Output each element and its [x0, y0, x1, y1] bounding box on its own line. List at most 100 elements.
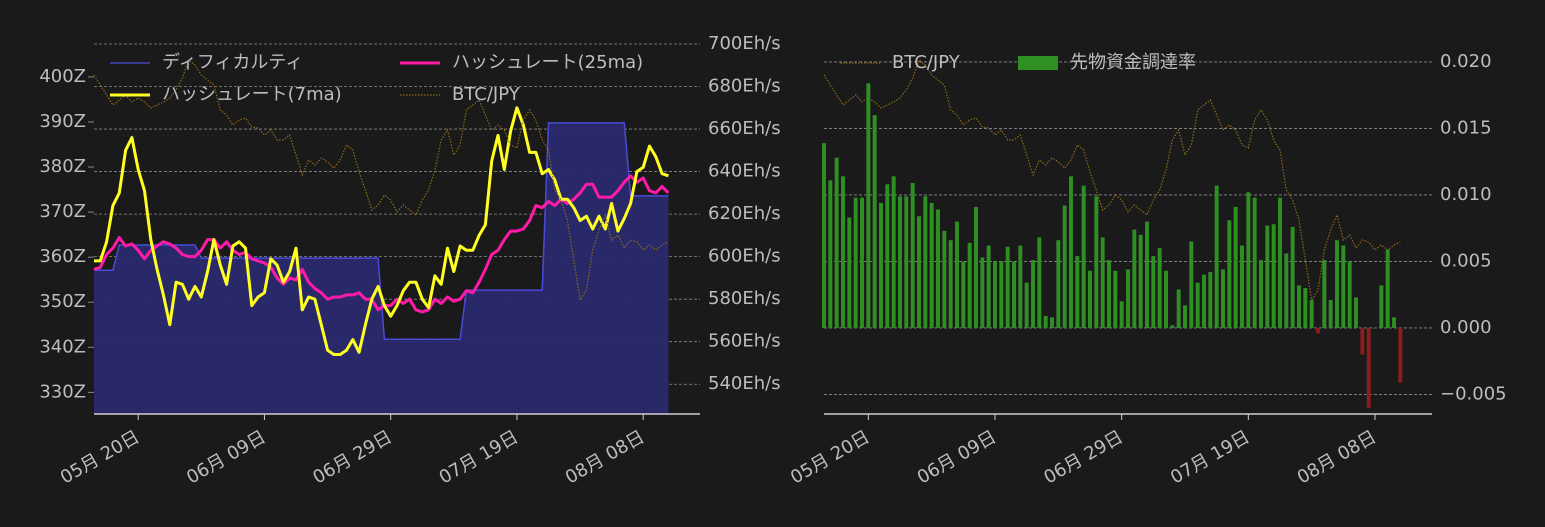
y-tick-label: 380Z — [39, 156, 86, 177]
y-tick-label: 370Z — [39, 201, 86, 222]
bar — [1012, 261, 1016, 328]
y-tick-label: 330Z — [39, 381, 86, 402]
y-tick-label: 640Eh/s — [708, 161, 781, 182]
series-line — [94, 106, 669, 356]
bar — [822, 143, 826, 328]
chart: −0.005 0.000 0.005 0.010 0.015 0.020 05月 20日 06… — [787, 51, 1507, 488]
bar — [1005, 246, 1010, 328]
y-tick-label: −0.005 — [1440, 383, 1507, 404]
bar — [1252, 197, 1257, 328]
bar — [1138, 234, 1143, 328]
x-tick-label: 08月 08日 — [1294, 426, 1380, 488]
bar — [936, 209, 940, 328]
bar — [961, 261, 966, 328]
legend-swatch — [1018, 56, 1058, 70]
x-tick-label: 05月 20日 — [57, 426, 143, 488]
bar — [879, 202, 883, 328]
bar — [1354, 297, 1358, 328]
y-tick-label: 0.000 — [1440, 317, 1492, 338]
bar — [1024, 282, 1029, 328]
bar — [917, 216, 921, 328]
bar — [1227, 220, 1232, 328]
legend-label: BTC/JPY — [452, 84, 521, 105]
bar — [1379, 285, 1384, 328]
y-tick-label: 400Z — [39, 66, 86, 87]
bar — [1221, 269, 1225, 328]
bar — [1018, 245, 1023, 328]
bar — [1031, 260, 1035, 328]
bar — [1297, 285, 1301, 328]
bar — [1398, 327, 1403, 383]
chart: 540Eh/s 560Eh/s 580Eh/s 600Eh/s 620Eh/s 640Eh… — [39, 33, 780, 488]
bar — [1189, 241, 1194, 328]
bar — [1303, 288, 1308, 328]
y-tick-label: 560Eh/s — [708, 331, 781, 352]
y-tick-label: 0.005 — [1440, 250, 1492, 271]
y-tick-label: 580Eh/s — [708, 288, 781, 309]
x-tick-label: 08月 08日 — [562, 426, 648, 488]
y-tick-label: 680Eh/s — [708, 76, 781, 97]
bar — [974, 206, 978, 328]
bar — [1113, 270, 1118, 328]
bar — [1246, 192, 1251, 328]
bar — [1385, 249, 1390, 328]
bar — [866, 83, 871, 328]
bar — [910, 182, 915, 328]
legend-label: ハッシュレート(25ma) — [452, 52, 643, 73]
bar — [904, 196, 909, 328]
bar — [1151, 256, 1156, 328]
bar — [898, 196, 902, 328]
bar — [1233, 206, 1238, 328]
y-tick-label: 390Z — [39, 111, 86, 132]
bar — [1347, 261, 1352, 328]
bar — [1290, 226, 1295, 328]
bar — [891, 176, 896, 328]
bar — [860, 197, 864, 328]
bar — [828, 180, 833, 328]
bar — [967, 242, 972, 328]
bar — [1392, 317, 1396, 328]
bar — [1284, 253, 1289, 328]
price-line — [93, 59, 669, 302]
bar — [999, 261, 1004, 328]
bar — [1259, 260, 1263, 328]
bar — [841, 176, 845, 328]
bar — [847, 217, 852, 328]
bar — [1088, 270, 1092, 328]
bar — [1214, 185, 1219, 328]
bar — [1126, 269, 1130, 328]
bar — [1278, 197, 1282, 328]
y-tick-label: 360Z — [39, 246, 86, 267]
bar — [1100, 237, 1105, 328]
bar — [885, 184, 890, 328]
bar — [993, 261, 997, 328]
series-line — [93, 174, 670, 314]
bar — [1208, 272, 1213, 328]
bar — [1360, 327, 1365, 355]
y-tick-label: 700Eh/s — [708, 33, 781, 54]
bar — [1075, 256, 1080, 328]
y-tick-label: 340Z — [39, 336, 86, 357]
bar — [942, 230, 947, 328]
bar — [1157, 248, 1162, 328]
bar — [929, 202, 934, 328]
y-tick-label: 0.015 — [1440, 117, 1492, 138]
bar — [1183, 305, 1187, 328]
y-tick-label: 0.020 — [1440, 51, 1492, 72]
bar — [1119, 301, 1124, 328]
bar — [1170, 325, 1175, 328]
bar — [1240, 245, 1244, 328]
y-tick-label: 660Eh/s — [708, 118, 781, 139]
y-tick-label: 540Eh/s — [708, 373, 781, 394]
bar — [1056, 240, 1061, 328]
y-tick-label: 0.010 — [1440, 184, 1492, 205]
x-tick-label: 06月 29日 — [1040, 426, 1126, 488]
bar — [980, 257, 985, 328]
bar — [1366, 327, 1371, 408]
legend-label: BTC/JPY — [892, 52, 961, 73]
legend-label: ハッシュレート(7ma) — [162, 84, 342, 105]
bar — [1107, 260, 1111, 328]
x-tick-label: 06月 29日 — [309, 426, 395, 488]
y-tick-label: 350Z — [39, 291, 86, 312]
